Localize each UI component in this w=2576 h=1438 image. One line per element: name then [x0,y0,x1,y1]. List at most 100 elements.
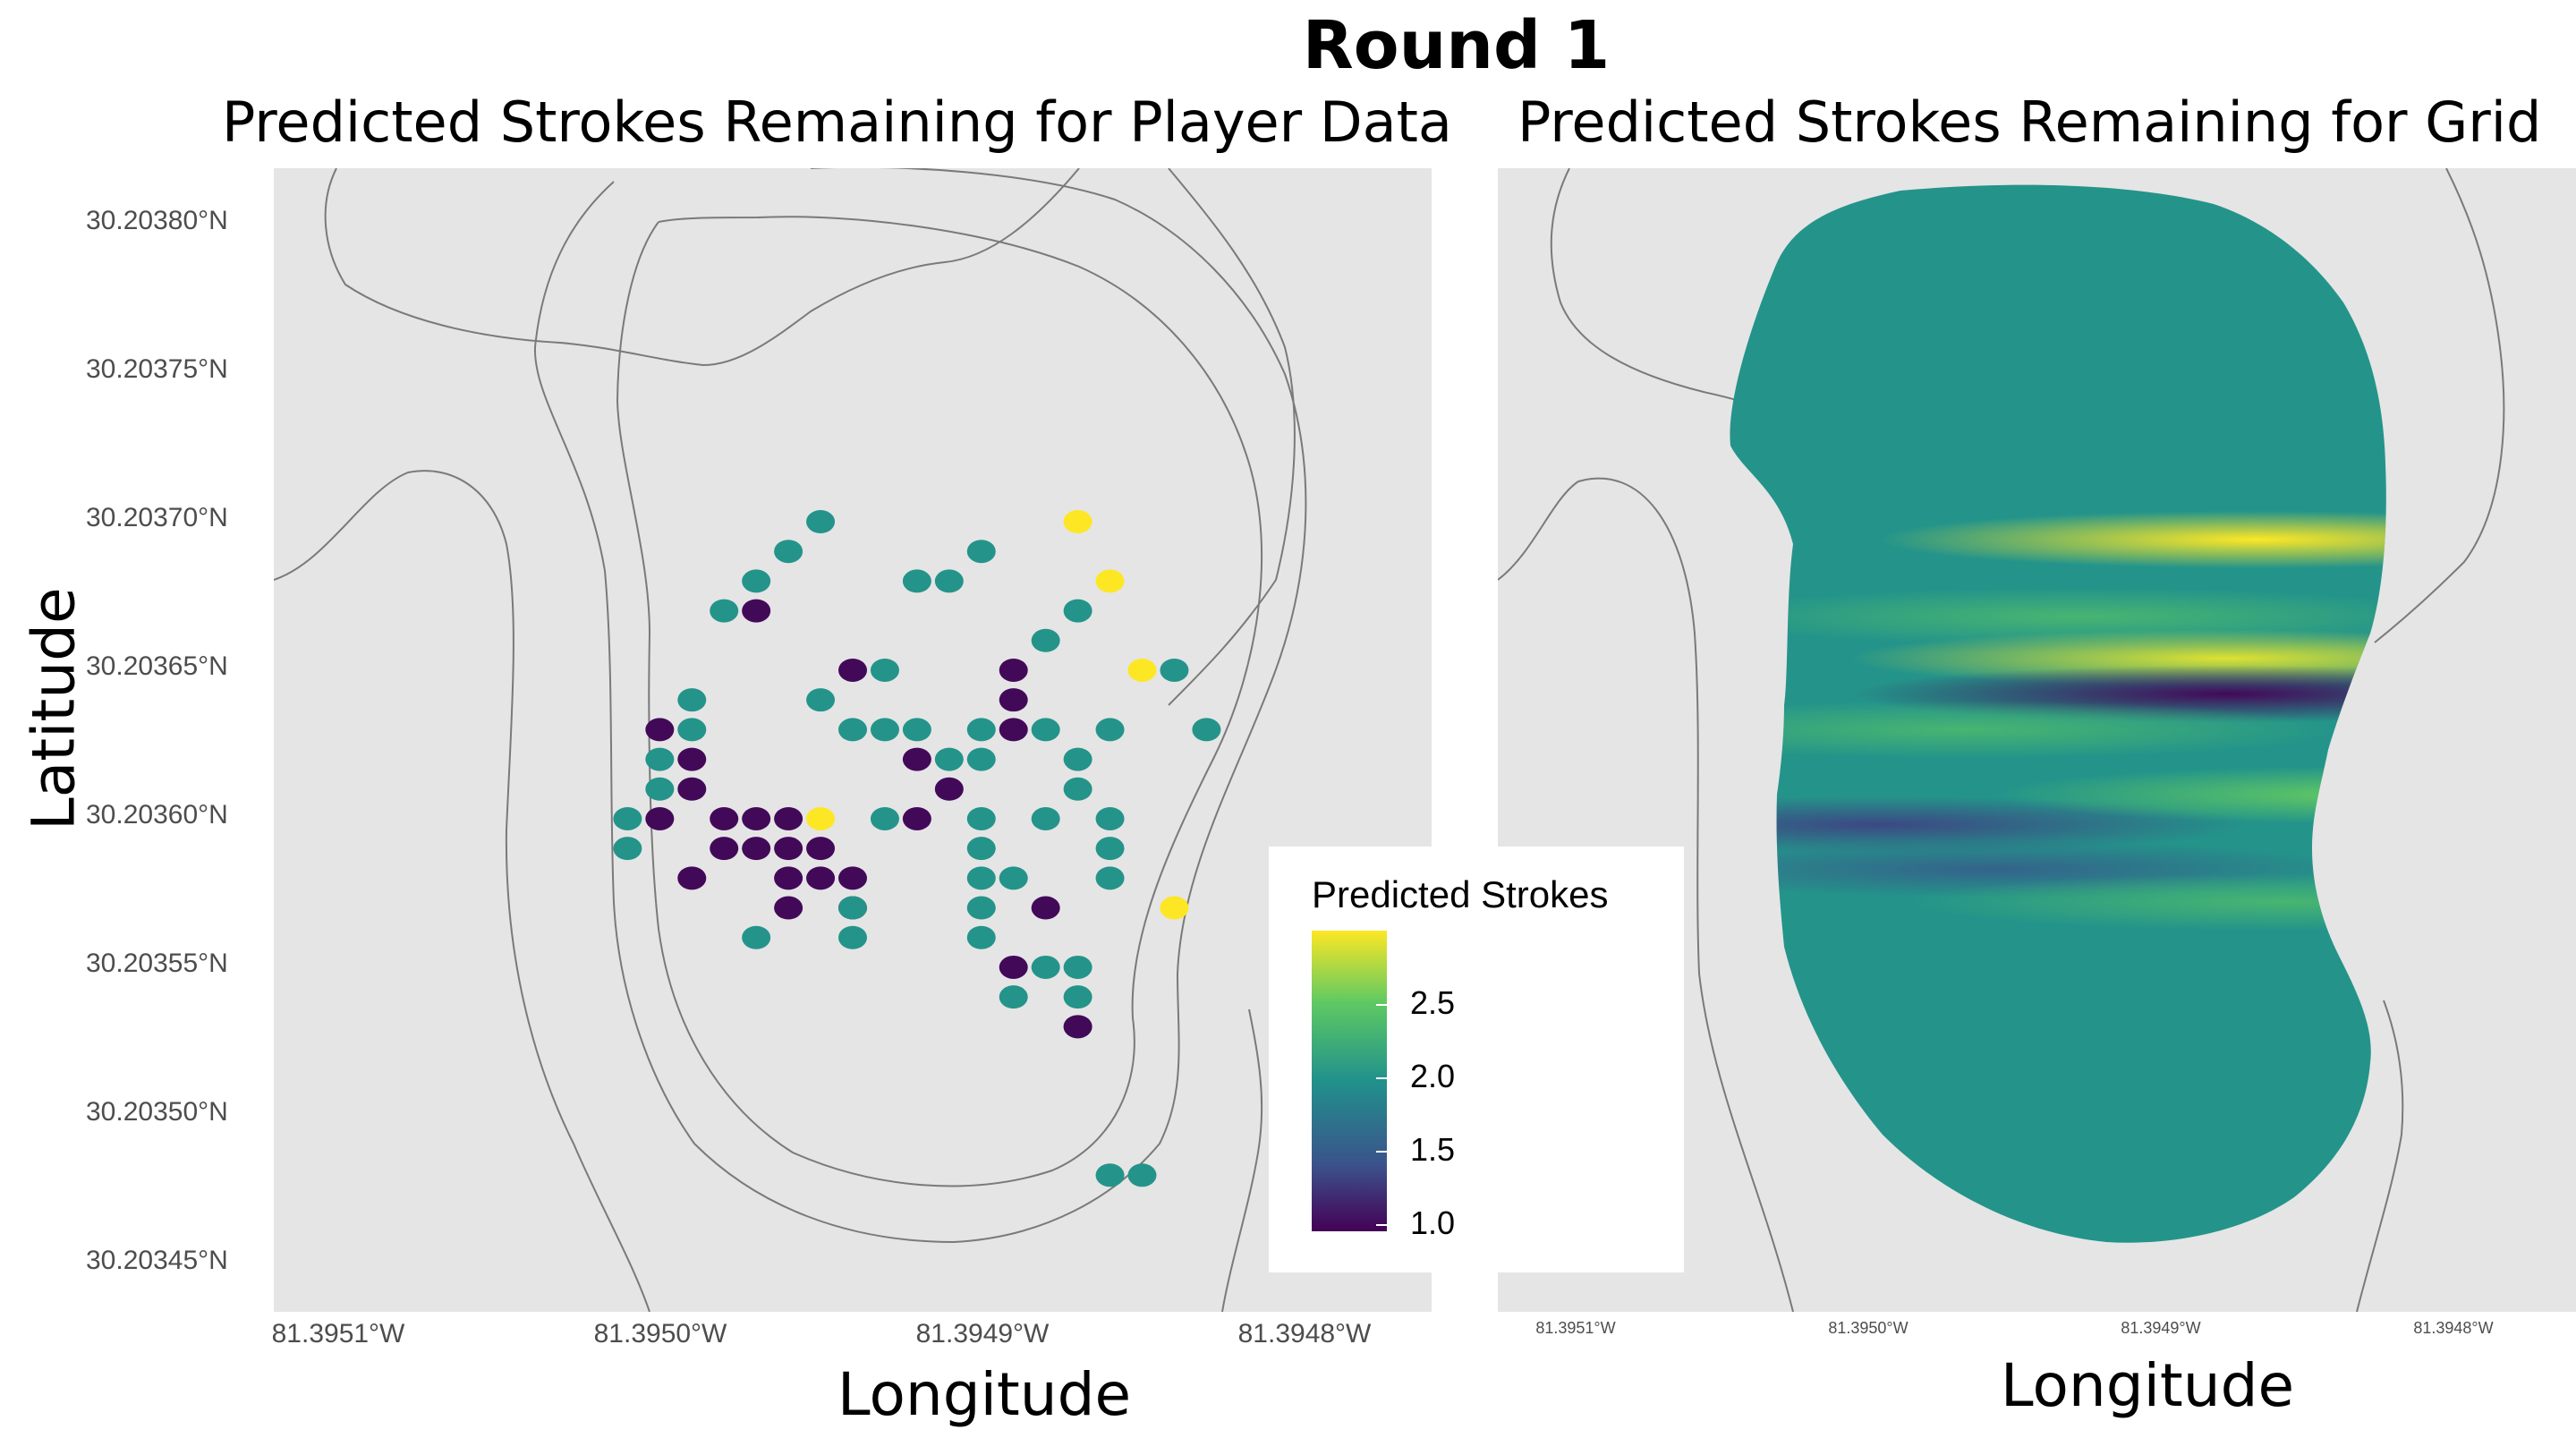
y-tick-label: 30.20345°N [86,1246,228,1275]
contour-right [1168,168,1296,706]
player-point [966,718,996,742]
contour-bottom [1221,1008,1263,1312]
player-point [870,658,899,682]
player-point [870,718,899,742]
legend-tick-label: 1.0 [1410,1204,1456,1241]
green-contour-lines [1498,168,2505,1312]
x-tick-label: 81.3950°W [593,1319,727,1349]
contour-left-ridge [274,470,650,1312]
grid-x-axis-title: Longitude [2000,1351,2295,1420]
y-tick-label: 30.20375°N [86,354,228,384]
player-point [1063,510,1092,534]
contour-right [2374,168,2505,643]
player-data-plot-panel [274,168,1432,1312]
grid-plot [1498,168,2505,1312]
player-point [710,837,739,861]
player-point [1160,658,1189,682]
player-point [806,806,836,830]
player-point [934,569,964,593]
y-tick-label: 30.20365°N [86,651,228,681]
player-point [838,718,867,742]
player-point [1063,747,1092,771]
player-point [774,540,803,564]
x-tick-label: 81.3948°W [1237,1319,1372,1349]
player-point [934,747,964,771]
surface-bands [1730,510,2386,931]
x-tick-label: 81.3948°W [2413,1319,2494,1337]
x-tick-label: 81.3950°W [1828,1319,1909,1337]
y-tick-label: 30.20350°N [86,1097,228,1127]
legend-tick-label: 1.5 [1410,1130,1456,1168]
player-points [613,510,1221,1187]
y-tick-label: 30.20355°N [86,949,228,978]
player-point [742,837,771,861]
player-point [774,866,803,890]
player-point [1031,718,1060,742]
player-point [613,806,642,830]
player-point [710,599,739,623]
x-tick-label: 81.3951°W [271,1319,405,1349]
x-tick-label: 81.3949°W [2121,1319,2201,1337]
player-point [1063,955,1092,979]
color-legend: Predicted Strokes 2.5 2.0 1.5 1.0 [1269,847,1684,1272]
player-data-x-axis-title: Longitude [837,1360,1132,1429]
legend-tick-label: 2.0 [1410,1057,1456,1094]
player-point [1095,837,1125,861]
player-point [645,806,675,830]
player-point [902,747,931,771]
player-point [999,866,1028,890]
player-point [966,837,996,861]
player-point [677,866,707,890]
contour-bottom [2356,1000,2404,1312]
predicted-surface [1730,184,2386,1243]
player-point [774,896,803,920]
player-data-title: Predicted Strokes Remaining for Player D… [222,89,1452,155]
y-tick-label: 30.20370°N [86,503,228,532]
surface-band [1879,510,2386,568]
player-point [742,806,771,830]
player-point [999,658,1028,682]
y-axis-title: Latitude [19,587,89,830]
grid-plot-panel [1498,168,2576,1312]
player-point [1095,1163,1125,1187]
player-point [677,688,707,712]
player-point [806,866,836,890]
player-point [966,896,996,920]
grid-title: Predicted Strokes Remaining for Grid [1518,89,2542,155]
x-tick-label: 81.3951°W [1535,1319,1616,1337]
player-point [1192,718,1221,742]
player-point [966,925,996,949]
player-point [742,925,771,949]
player-point [774,837,803,861]
legend-tick-label: 2.5 [1410,983,1456,1021]
player-point [966,747,996,771]
y-tick-label: 30.20380°N [86,206,228,235]
player-point [645,718,675,742]
player-point [999,718,1028,742]
player-point [1063,599,1092,623]
legend-tick-mark [1376,1150,1387,1153]
player-point [1095,569,1125,593]
contour-hole-outer [533,168,1307,1244]
player-point [806,837,836,861]
player-point [1031,806,1060,830]
player-point [1063,777,1092,801]
player-point [902,569,931,593]
player-point [966,540,996,564]
player-point [1031,628,1060,652]
legend-title: Predicted Strokes [1312,873,1609,915]
contour-hole-inner [616,216,1263,1187]
player-point [1127,1163,1157,1187]
player-point [902,806,931,830]
x-tick-label: 81.3949°W [915,1319,1050,1349]
green-contour-lines [274,168,1307,1312]
player-point [999,985,1028,1009]
player-point [870,806,899,830]
contour-left-ridge [1498,477,1794,1312]
player-point [1160,896,1189,920]
player-point [806,688,836,712]
player-point [1095,866,1125,890]
player-data-plot [274,168,1307,1312]
player-point [999,955,1028,979]
player-point [1127,658,1157,682]
